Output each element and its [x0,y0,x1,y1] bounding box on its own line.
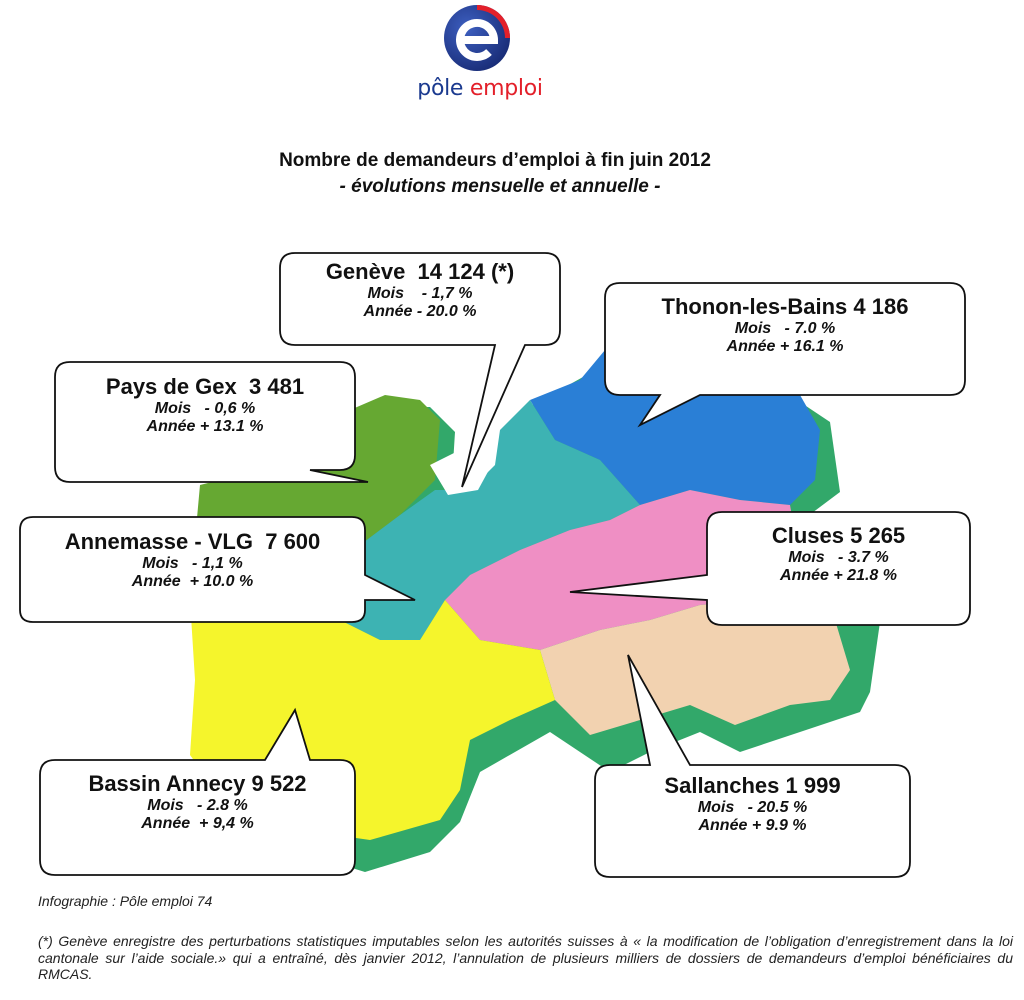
geneve-lake-cutout [430,450,490,495]
region-name: Bassin Annecy [88,771,246,796]
region-title: Thonon-les-Bains 4 186 [615,294,955,320]
annee-label: Année [363,302,413,320]
annee-row: Année - 20.0 % [290,303,550,321]
mois-value: - 0,6 % [204,399,256,417]
annee-row: Année + 9.9 % [600,817,905,835]
callout-shape-annemasse [19,516,416,623]
mois-value: - 2.8 % [197,796,248,814]
mois-label: Mois [788,548,825,566]
region-name: Sallanches [664,773,780,798]
callout-shape-pays-de-gex [54,361,369,483]
annee-value: + 9,4 % [199,814,254,832]
callout-cluses: Cluses 5 265 Mois - 3.7 % Année + 21.8 % [712,523,965,585]
mois-value: - 7.0 % [784,319,836,337]
infographic-credit: Infographie : Pôle emploi 74 [38,893,213,909]
region-sallanches [540,600,850,735]
region-count: 5 265 [850,523,906,548]
region-count: 3 481 [249,374,305,399]
region-title: Annemasse - VLG 7 600 [25,529,360,555]
annee-label: Année [698,816,748,834]
mois-label: Mois [147,796,184,814]
annee-value: + 13.1 % [199,417,264,435]
callout-shape-geneve [279,252,561,488]
annee-label: Année [726,337,776,355]
region-title: Bassin Annecy 9 522 [45,771,350,797]
page-subtitle: - évolutions mensuelle et annuelle - [339,176,661,197]
region-count: 9 522 [251,771,307,796]
annee-value: + 16.1 % [779,337,844,355]
callout-shape-cluses [569,511,971,626]
callout-shape-sallanches [594,654,911,878]
region-geneve-annemasse [320,400,640,640]
logo-wordmark: pôle emploi [405,76,555,101]
callout-thonon: Thonon-les-Bains 4 186 Mois - 7.0 % Anné… [615,294,955,356]
logo-word-1: pôle [417,76,464,101]
annee-value: + 9.9 % [751,816,807,834]
region-title: Sallanches 1 999 [600,773,905,799]
callout-geneve: Genève 14 124 (*) Mois - 1,7 % Année - 2… [290,259,550,321]
region-count: 7 600 [265,529,321,554]
callout-annecy: Bassin Annecy 9 522 Mois - 2.8 % Année +… [45,771,350,833]
mois-row: Mois - 1,7 % [290,285,550,303]
callout-shape-annecy [39,707,356,876]
mois-row: Mois - 20.5 % [600,799,905,817]
region-count: 4 186 [853,294,909,319]
mois-value: - 20.5 % [747,798,808,816]
region-name: Thonon-les-Bains [661,294,848,319]
region-name: Cluses [771,523,844,548]
callout-annemasse: Annemasse - VLG 7 600 Mois - 1,1 % Année… [25,529,360,591]
region-count: 1 999 [785,773,841,798]
mois-row: Mois - 7.0 % [615,320,955,338]
mois-value: - 1,1 % [192,554,243,572]
annee-value: + 10.0 % [189,572,254,590]
mois-row: Mois - 3.7 % [712,549,965,567]
annee-row: Année + 16.1 % [615,338,955,356]
region-name: Pays de Gex [105,374,237,399]
footnote: (*) Genève enregistre des perturbations … [38,933,1013,983]
annee-row: Année + 9,4 % [45,815,350,833]
mois-value: - 3.7 % [838,548,889,566]
annee-value: + 21.8 % [833,566,897,584]
mois-label: Mois [367,284,404,302]
region-note: (*) [490,259,515,284]
annee-label: Année [146,417,196,435]
region-count: 14 124 [417,259,485,284]
mois-row: Mois - 0,6 % [60,400,350,418]
annee-label: Année [131,572,181,590]
annee-row: Année + 13.1 % [60,418,350,436]
callout-sallanches: Sallanches 1 999 Mois - 20.5 % Année + 9… [600,773,905,835]
region-name: Genève [325,259,406,284]
mois-value: - 1,7 % [421,284,473,302]
mois-label: Mois [734,319,772,337]
region-title: Genève 14 124 (*) [290,259,550,285]
mois-row: Mois - 1,1 % [25,555,360,573]
region-title: Pays de Gex 3 481 [60,374,350,400]
annee-label: Année [141,814,191,832]
annee-value: - 20.0 % [416,302,477,320]
page-title: Nombre de demandeurs d’emploi à fin juin… [279,150,711,171]
mois-label: Mois [142,554,179,572]
callout-shape-thonon [604,282,966,428]
region-title: Cluses 5 265 [712,523,965,549]
mois-row: Mois - 2.8 % [45,797,350,815]
logo-word-2: emploi [469,76,543,101]
annee-label: Année [780,566,829,584]
annee-row: Année + 21.8 % [712,567,965,585]
mois-label: Mois [697,798,735,816]
callout-pays-de-gex: Pays de Gex 3 481 Mois - 0,6 % Année + 1… [60,374,350,436]
pole-emploi-logo [444,5,510,71]
annee-row: Année + 10.0 % [25,573,360,591]
mois-label: Mois [154,399,192,417]
region-name: Annemasse - VLG [64,529,253,554]
